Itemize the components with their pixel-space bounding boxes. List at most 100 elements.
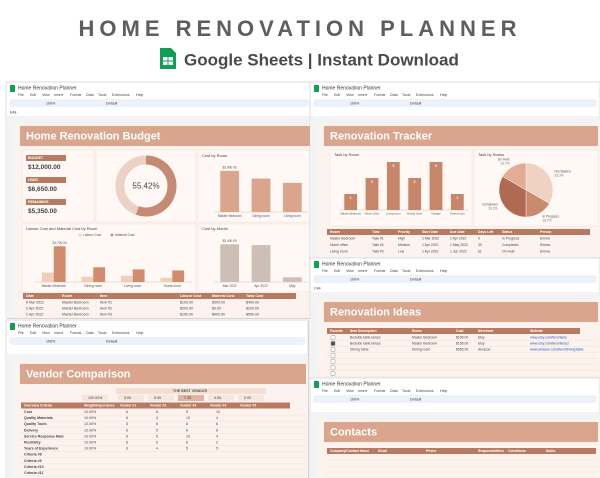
cell: Item #2 [100, 306, 112, 310]
banner [20, 126, 310, 146]
x-tick-label: Guest room [164, 284, 181, 288]
cell: Task #3 [372, 249, 384, 253]
menu-item: Edit [30, 93, 36, 97]
column-header: Vendor #2 [150, 403, 166, 407]
menu-item: File [18, 93, 24, 97]
pie-value: 16.7% [543, 218, 552, 222]
pie-label: Not Started [555, 169, 571, 173]
column-header: Due Date [450, 230, 465, 234]
menu-item: Data [86, 93, 94, 97]
score: 5.55 [124, 396, 131, 400]
menu-item: File [322, 93, 328, 97]
column-header: Phone [426, 449, 436, 453]
table-header [327, 229, 590, 235]
card-value: $6,650.00 [28, 186, 57, 193]
toolbar [313, 99, 597, 107]
cell: 4 [156, 447, 158, 451]
cell: 10 [186, 416, 190, 420]
x-tick-label: Master Bedroom [218, 214, 242, 218]
bar [251, 178, 271, 212]
sheets-icon [10, 85, 15, 92]
cell: Quality Materials [24, 416, 53, 420]
cell-ref: E48 [10, 110, 16, 114]
cell: Living room [330, 249, 348, 253]
table-header [21, 402, 290, 409]
zoom: 100% [350, 277, 360, 281]
cell: Bedside table lamps [350, 341, 381, 345]
cell: Etsy [478, 335, 485, 339]
banner [324, 126, 598, 146]
cell: 6 [156, 422, 158, 426]
cell: Cost [24, 410, 33, 414]
cell: 10.00% [84, 434, 97, 438]
doc-title: Home Renovation Planner [322, 261, 381, 267]
sheets-icon [314, 261, 319, 268]
chart-title: Task by Status [478, 152, 504, 157]
cell: Flexibility [24, 440, 41, 444]
cell: $200.00 [180, 306, 193, 310]
pie-value: 16.7% [500, 161, 509, 165]
cell: 10.00% [84, 422, 97, 426]
cell: 10 [216, 410, 220, 414]
column-header: Vendor #4 [210, 403, 226, 407]
menu-item: Help [440, 93, 447, 97]
menu-item: Tools [98, 331, 107, 335]
column-header: Priority [398, 230, 410, 234]
bar [344, 194, 358, 210]
card-value: $5,350.00 [28, 208, 57, 215]
font-select: Default [410, 397, 421, 401]
menu-item: Tools [98, 93, 107, 97]
data-label: 2 [371, 180, 373, 184]
cell: $150.00 [180, 312, 193, 316]
cell: 8 [186, 422, 188, 426]
pie-slice [525, 162, 554, 204]
cell: 5 [126, 422, 128, 426]
column-header: Merchant [478, 329, 494, 333]
data-label: 1 [350, 196, 352, 200]
score-cell [82, 395, 108, 401]
banner [324, 422, 598, 442]
cell: Amazon [478, 347, 491, 351]
donut-segment [135, 155, 177, 217]
zoom: 100% [350, 101, 360, 105]
cell: 5 [156, 434, 158, 438]
best-vendor-label: THE BEST VENDOR [173, 389, 208, 393]
cell: Emma [540, 243, 550, 247]
cell: 8 [156, 410, 158, 414]
section-title: Renovation Ideas [330, 306, 421, 318]
cell: Dining room [412, 347, 430, 351]
checkbox [330, 359, 336, 364]
cell: 30 [478, 243, 482, 247]
cell: Criteria #10 [24, 465, 44, 469]
cell: Criteria #8 [24, 453, 42, 457]
column-headers [310, 293, 600, 299]
cell: 10.00% [84, 447, 97, 451]
zoom: 100% [46, 339, 56, 343]
cell: 4 [156, 416, 158, 420]
column-header: Weight/Importance [84, 403, 115, 407]
cell: 10 [186, 434, 190, 438]
bar [81, 276, 94, 282]
cell-ref: C44 [314, 286, 321, 290]
menu-item: Format [374, 269, 385, 273]
card-label: BUDGET [28, 156, 44, 160]
score: 7.35 [184, 396, 191, 400]
cell: Master Bedroom [62, 306, 89, 310]
menu-item: View [346, 269, 354, 273]
bar [220, 244, 240, 282]
cell: $400.00 [246, 300, 259, 304]
cell: 5 [216, 447, 218, 451]
chart-title: Labour Cost and Material Cost by Room [26, 226, 98, 231]
x-tick-label: Dining room [407, 212, 423, 216]
cell: 6 [186, 428, 188, 432]
menu-item: Help [136, 93, 143, 97]
cell: Delivery [24, 428, 38, 432]
cell: Item #3 [100, 312, 112, 316]
cell: Service Response Rate [24, 434, 64, 438]
sheets-icon [10, 323, 15, 330]
cell: 6 [126, 447, 128, 451]
bar [386, 162, 400, 210]
x-tick-label: Dining room [252, 214, 270, 218]
cell: Emma [540, 236, 550, 240]
column-header: Room [62, 294, 72, 298]
